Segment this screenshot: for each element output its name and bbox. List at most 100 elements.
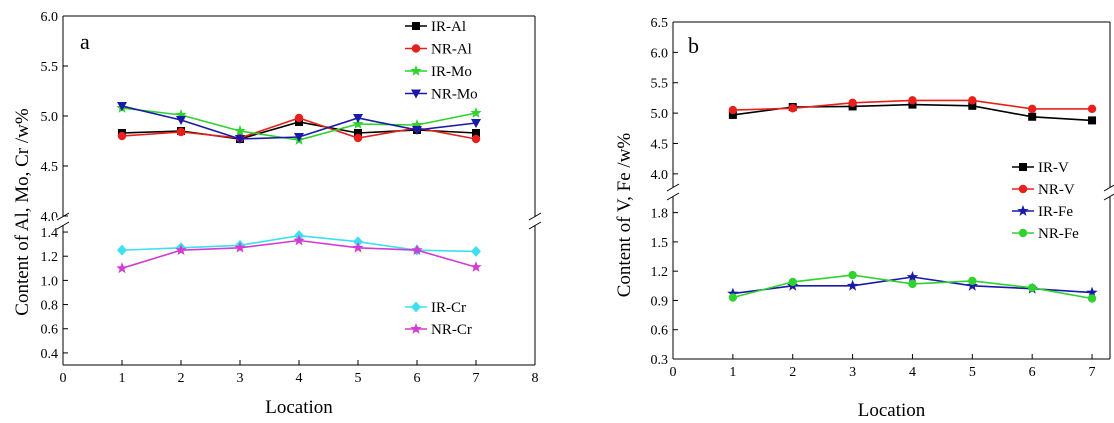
axis-break-mark (1103, 184, 1114, 192)
legend-item: IR-Mo (405, 64, 472, 80)
data-point (294, 113, 304, 123)
series-NR-Cr (116, 234, 482, 274)
y-tick-label: 1.5 (651, 236, 669, 251)
legend-item: IR-V (1012, 160, 1069, 176)
data-point (117, 131, 127, 141)
data-point (1028, 112, 1037, 121)
x-tick-label: 6 (1029, 365, 1036, 380)
y-tick-label: 4.0 (41, 210, 59, 225)
axis-break-gap (1101, 187, 1114, 197)
x-axis-title: Location (858, 400, 926, 421)
y-tick-label: 5.5 (651, 77, 669, 92)
legend-item: IR-Fe (1012, 204, 1073, 220)
data-point (117, 244, 127, 256)
axis-break-mark (528, 212, 542, 221)
data-point (471, 119, 481, 128)
data-point (472, 129, 480, 137)
legend-label: IR-V (1038, 160, 1069, 176)
y-tick-label: 6.5 (651, 16, 669, 31)
y-tick-label: 1.2 (41, 250, 59, 265)
y-tick-label: 0.8 (41, 299, 59, 314)
data-point (728, 110, 737, 119)
y-tick-label: 0.6 (651, 324, 669, 339)
legend-marker (1019, 163, 1027, 171)
legend-marker (1018, 228, 1028, 238)
x-axis-title: Location (265, 397, 333, 418)
legend-marker (410, 323, 422, 334)
y-tick-label: 1.2 (651, 265, 669, 280)
data-point (788, 277, 797, 287)
y-tick-label: 6.0 (651, 46, 669, 61)
data-point (727, 287, 739, 299)
x-tick-label: 6 (414, 371, 421, 386)
chart-panel-b: 4.0 4.5 5.0 5.5 6.0 6.5 0.3 0.6 0.9 1.2 1.5 1.8 0 1 2 3… (614, 16, 1114, 421)
data-point (728, 293, 738, 302)
panel-label: a (80, 29, 90, 54)
legend: IR-V NR-V (1012, 160, 1075, 198)
data-point (1087, 104, 1097, 114)
y-tick-label: 6.0 (41, 10, 59, 25)
legend-label: NR-V (1038, 182, 1075, 198)
panel-label: b (688, 33, 699, 58)
data-point (788, 104, 797, 113)
data-point (906, 271, 919, 282)
data-point (908, 100, 917, 109)
data-point (968, 96, 977, 105)
y-tick-label: 0.9 (651, 294, 669, 309)
axis-break-mark (1103, 193, 1114, 201)
x-tick-label: 2 (789, 365, 796, 380)
x-tick-label: 4 (909, 365, 916, 380)
data-point (175, 244, 187, 255)
legend-item: NR-V (1012, 182, 1075, 198)
x-tick-label: 7 (1089, 365, 1096, 380)
data-point (235, 135, 245, 144)
data-point (966, 279, 978, 291)
data-point (1088, 116, 1097, 125)
y-tick-label: 5.0 (41, 110, 59, 125)
data-point (116, 262, 128, 274)
legend-label: IR-Al (431, 19, 466, 35)
legend-marker (1018, 184, 1028, 194)
y-tick-label: 5.0 (651, 107, 669, 122)
y-tick-label: 4.5 (651, 137, 669, 152)
data-point (352, 118, 364, 129)
legend-item: IR-Al (405, 19, 466, 35)
data-point (175, 109, 187, 120)
axis-break-mark (56, 212, 70, 221)
legend-item: NR-Al (405, 42, 472, 58)
y-tick-label: 1.8 (651, 207, 669, 222)
data-point (294, 133, 304, 142)
data-point (1027, 283, 1037, 292)
x-tick-label: 5 (969, 365, 976, 380)
data-point (471, 245, 481, 257)
data-point (968, 276, 977, 286)
legend-label: NR-Cr (431, 322, 472, 338)
y-tick-label: 0.6 (41, 323, 59, 338)
axis-break-mark (666, 192, 680, 201)
data-point (353, 114, 363, 123)
axis-break-mark (528, 221, 542, 230)
axes: 4.0 4.5 5.0 5.5 6.0 0.4 0.6 0.8 1.0 1.2 1.4 0 1 2 3 4 5 6… (41, 10, 539, 386)
axis-break-mark (666, 183, 680, 192)
x-tick-label: 0 (60, 371, 67, 386)
data-point (848, 98, 857, 107)
data-point (968, 101, 977, 110)
legend-label: IR-Cr (431, 300, 466, 316)
data-point (176, 116, 186, 125)
y-tick-label: 5.5 (41, 60, 59, 75)
data-point (293, 234, 305, 246)
series-NR-Fe (728, 270, 1097, 303)
data-point (354, 129, 362, 137)
legend: IR-Cr NR-Cr (405, 300, 472, 338)
chart-panel-a: 4.0 4.5 5.0 5.5 6.0 0.4 0.6 0.8 1.0 1.2 1.4 0 1 2 3 4 5 6… (12, 10, 544, 418)
data-point (353, 236, 363, 248)
x-tick-label: 5 (355, 371, 362, 386)
x-tick-label: 7 (473, 371, 480, 386)
legend-label: NR-Fe (1038, 226, 1079, 242)
data-point (908, 279, 917, 289)
axis-break (664, 183, 1114, 201)
x-tick-label: 0 (670, 365, 677, 380)
x-tick-label: 1 (119, 371, 126, 386)
legend-marker (411, 89, 421, 99)
